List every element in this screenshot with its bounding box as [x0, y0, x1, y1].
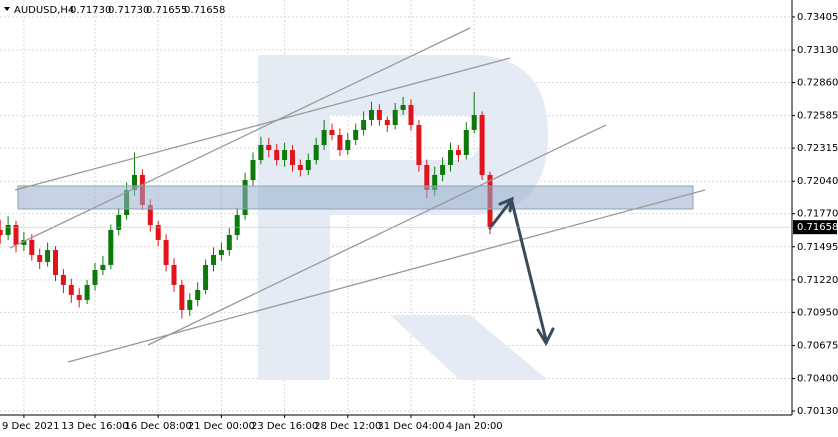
candle-body [5, 225, 11, 235]
x-tick-label: 23 Dec 16:00 [251, 421, 318, 432]
candle-body [440, 164, 446, 175]
y-tick-label: 0.73130 [797, 45, 838, 56]
candle-body [234, 215, 240, 235]
y-tick-label: 0.72585 [797, 111, 838, 122]
candle-body [408, 105, 414, 126]
x-tick-label: 9 Dec 2021 [2, 421, 60, 432]
candle-body [100, 264, 106, 271]
candle-body [337, 135, 343, 151]
trend-line [67, 189, 706, 363]
candle-body [384, 119, 390, 126]
candle-body [68, 284, 74, 295]
candle-body [400, 105, 406, 110]
candle-body [463, 129, 469, 155]
quote: 0.71655 [146, 5, 187, 16]
candle-body [37, 254, 43, 262]
current-price-box [793, 220, 837, 235]
y-tick-label: 0.73405 [797, 12, 838, 23]
candle-body [455, 150, 461, 155]
candle-body [416, 125, 422, 165]
x-tick-label: 16 Dec 08:00 [125, 421, 192, 432]
candle-body [116, 215, 122, 230]
candle-body [471, 115, 477, 130]
candle-body [250, 160, 256, 181]
symbol: AUDUSD,H4 [14, 5, 74, 16]
candle-body [211, 254, 216, 265]
candle-body [226, 234, 232, 251]
candle-body [84, 284, 90, 300]
candle-body [203, 264, 209, 290]
x-tick-label: 4 Jan 20:00 [446, 421, 503, 432]
candle-body [53, 250, 58, 275]
trend-line [147, 124, 607, 346]
candle-body [369, 109, 374, 120]
x-tick-label: 13 Dec 16:00 [61, 421, 128, 432]
annotations [9, 27, 706, 363]
candle-body [60, 274, 66, 285]
candle-body [76, 294, 82, 300]
candle-body [329, 129, 335, 136]
x-tick-label: 28 Dec 12:00 [314, 421, 381, 432]
candle-body [305, 160, 311, 171]
candle-body [21, 239, 27, 245]
candle-body [424, 164, 430, 190]
y-tick-label: 0.70950 [797, 307, 838, 318]
current-price-label: 0.71658 [797, 222, 838, 233]
watermark [258, 55, 548, 380]
candle-body [45, 250, 51, 262]
forecast-arrows [488, 196, 555, 347]
candle-body [187, 299, 193, 310]
candle-body [155, 225, 161, 240]
x-tick-label: 21 Dec 00:00 [188, 421, 255, 432]
y-tick-label: 0.70400 [797, 374, 838, 385]
candle-body [0, 229, 3, 235]
candle-body [29, 239, 35, 255]
x-tick-label: 31 Dec 04:00 [377, 421, 444, 432]
y-tick-label: 0.70675 [797, 340, 838, 351]
quote: 0.71658 [184, 5, 225, 16]
candle-body [92, 270, 98, 285]
candle-body [163, 239, 169, 265]
candle-body [132, 174, 137, 190]
y-tick-label: 0.72860 [797, 78, 838, 89]
y-tick-label: 0.72315 [797, 143, 838, 154]
candle-body [195, 289, 201, 300]
candle-body [432, 174, 438, 190]
candle-body [266, 144, 272, 151]
candle-body [353, 129, 359, 140]
candle-body [282, 150, 288, 161]
candle-body [218, 250, 224, 255]
y-tick-label: 0.71770 [797, 209, 838, 220]
y-tick-label: 0.71495 [797, 242, 838, 253]
trend-line [9, 27, 471, 249]
candle-body [179, 284, 185, 310]
candle-body [108, 229, 114, 265]
candle-body [479, 115, 485, 175]
candle-body [297, 164, 303, 171]
dropdown-icon[interactable] [4, 7, 10, 11]
candle-body [13, 225, 19, 245]
candle-body [258, 144, 264, 161]
candle-body [376, 109, 382, 120]
support-zone [17, 185, 694, 210]
quote: 0.71730 [70, 5, 111, 16]
candle-body [448, 150, 453, 165]
candle-body [147, 205, 153, 226]
candle-body [290, 150, 295, 165]
candle-body [392, 109, 398, 126]
candle-body [274, 150, 280, 161]
candle-body [321, 129, 327, 145]
candle-body [171, 264, 177, 285]
candle-body [345, 139, 351, 151]
trend-line [14, 57, 511, 191]
y-tick-label: 0.70130 [797, 406, 838, 417]
candle-body [361, 119, 367, 130]
y-tick-label: 0.71220 [797, 275, 838, 286]
candle-body [313, 144, 319, 161]
quote: 0.71730 [108, 5, 149, 16]
y-tick-label: 0.72040 [797, 176, 838, 187]
candles [0, 92, 493, 319]
